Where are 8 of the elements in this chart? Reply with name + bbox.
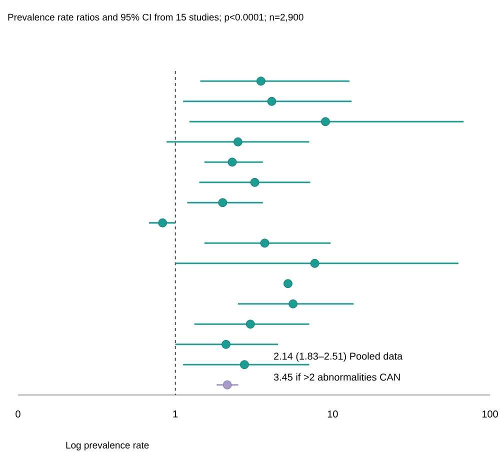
x-tick-label: 1 xyxy=(173,410,178,418)
x-tick-label: 0 xyxy=(16,410,20,418)
annotation: 2.14 (1.83–2.51) Pooled data xyxy=(274,352,403,362)
x-axis-title: Log prevalence rate xyxy=(66,442,149,450)
annotation: 3.45 if >2 abnormalities CAN xyxy=(274,373,400,381)
chart-title: Prevalence rate ratios and 95% CI from 15 studies; p<0.0001; n=2,900 xyxy=(8,14,304,22)
x-tick-label: 100 xyxy=(482,410,498,418)
x-tick-label: 10 xyxy=(328,410,338,418)
